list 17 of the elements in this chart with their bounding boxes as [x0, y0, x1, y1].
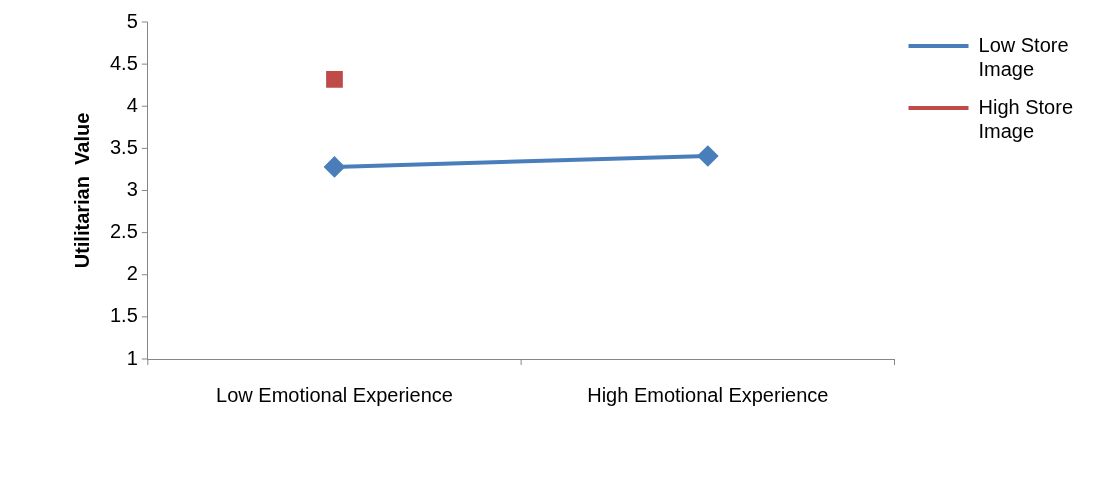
y-tick-label: 1 [126, 346, 138, 369]
y-tick-label: 3 [126, 178, 138, 201]
y-axis-title: Utilitarian Value [70, 112, 93, 269]
y-tick-label: 1.5 [109, 304, 138, 327]
y-tick-label: 2 [126, 262, 138, 285]
y-tick-label: 5 [126, 9, 138, 32]
point [326, 70, 343, 88]
x-tick-label: Low Emotional Experience [216, 383, 453, 406]
y-tick-label: 3.5 [109, 135, 138, 158]
legend-label: High Store Image [978, 95, 1074, 142]
y-tick-label: 4 [126, 93, 138, 116]
point [697, 145, 718, 166]
point [324, 156, 345, 177]
legend-label: Low Store Image [978, 33, 1069, 80]
y-tick-label: 4.5 [109, 51, 138, 74]
x-tick-label: High Emotional Experience [587, 383, 829, 406]
y-tick-label: 2.5 [109, 220, 138, 243]
